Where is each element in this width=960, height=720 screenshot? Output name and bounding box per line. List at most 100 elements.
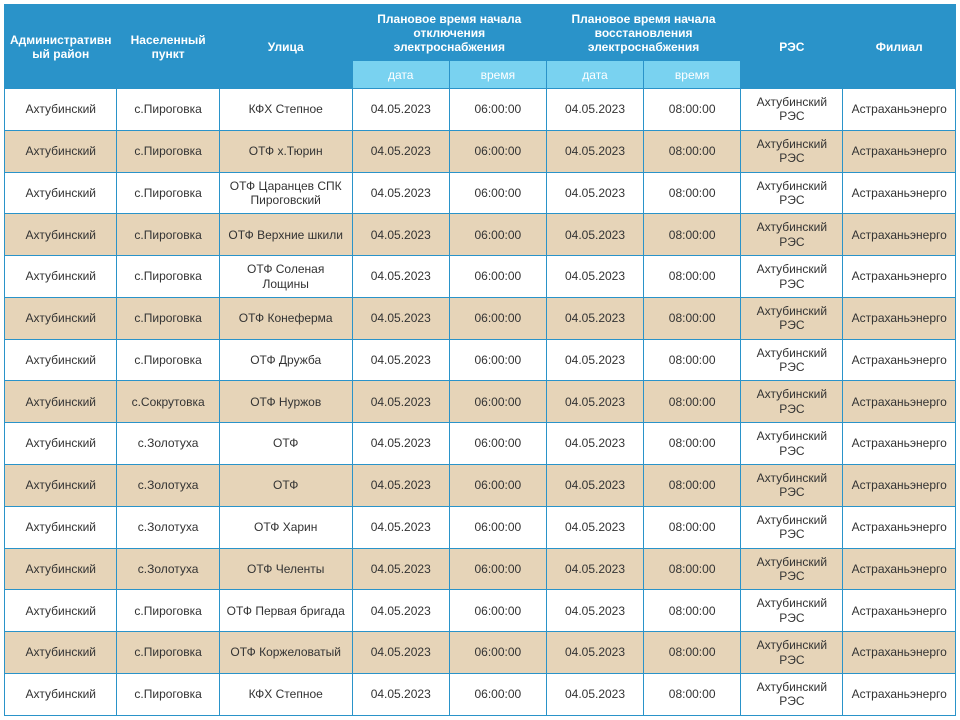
cell-start-date: 04.05.2023 bbox=[352, 673, 449, 715]
col-res: РЭС bbox=[741, 5, 843, 89]
col-branch: Филиал bbox=[843, 5, 956, 89]
cell-branch: Астраханьэнерго bbox=[843, 632, 956, 674]
cell-start-date: 04.05.2023 bbox=[352, 590, 449, 632]
cell-street: ОТФ Коржеловатый bbox=[219, 632, 352, 674]
cell-street: ОТФ Первая бригада bbox=[219, 590, 352, 632]
col-outage-restore: Плановое время начала восстановления эле… bbox=[546, 5, 740, 61]
cell-end-time: 08:00:00 bbox=[644, 339, 741, 381]
cell-district: Ахтубинский bbox=[5, 89, 117, 131]
cell-street: ОТФ bbox=[219, 423, 352, 465]
cell-res: Ахтубинский РЭС bbox=[741, 548, 843, 590]
cell-end-time: 08:00:00 bbox=[644, 130, 741, 172]
cell-start-time: 06:00:00 bbox=[449, 548, 546, 590]
cell-street: ОТФ Конеферма bbox=[219, 297, 352, 339]
outage-schedule-table: Административный район Населенный пункт … bbox=[4, 4, 956, 716]
cell-district: Ахтубинский bbox=[5, 339, 117, 381]
cell-end-date: 04.05.2023 bbox=[546, 465, 643, 507]
cell-district: Ахтубинский bbox=[5, 423, 117, 465]
col-start-date: дата bbox=[352, 61, 449, 89]
cell-branch: Астраханьэнерго bbox=[843, 130, 956, 172]
cell-district: Ахтубинский bbox=[5, 673, 117, 715]
cell-res: Ахтубинский РЭС bbox=[741, 214, 843, 256]
col-settlement: Населенный пункт bbox=[117, 5, 219, 89]
cell-end-date: 04.05.2023 bbox=[546, 590, 643, 632]
cell-branch: Астраханьэнерго bbox=[843, 297, 956, 339]
cell-branch: Астраханьэнерго bbox=[843, 256, 956, 298]
table-row: Ахтубинскийс.ПироговкаОТФ Дружба04.05.20… bbox=[5, 339, 956, 381]
cell-street: КФХ Степное bbox=[219, 673, 352, 715]
cell-start-date: 04.05.2023 bbox=[352, 381, 449, 423]
table-row: Ахтубинскийс.ПироговкаКФХ Степное04.05.2… bbox=[5, 89, 956, 131]
cell-settlement: с.Золотуха bbox=[117, 548, 219, 590]
cell-start-date: 04.05.2023 bbox=[352, 256, 449, 298]
cell-end-date: 04.05.2023 bbox=[546, 506, 643, 548]
cell-start-date: 04.05.2023 bbox=[352, 214, 449, 256]
cell-res: Ахтубинский РЭС bbox=[741, 172, 843, 214]
cell-settlement: с.Пироговка bbox=[117, 214, 219, 256]
cell-end-date: 04.05.2023 bbox=[546, 130, 643, 172]
cell-district: Ахтубинский bbox=[5, 214, 117, 256]
table-row: Ахтубинскийс.ПироговкаОТФ Первая бригада… bbox=[5, 590, 956, 632]
cell-end-time: 08:00:00 bbox=[644, 506, 741, 548]
cell-street: ОТФ х.Тюрин bbox=[219, 130, 352, 172]
cell-res: Ахтубинский РЭС bbox=[741, 130, 843, 172]
cell-branch: Астраханьэнерго bbox=[843, 548, 956, 590]
cell-start-time: 06:00:00 bbox=[449, 214, 546, 256]
cell-branch: Астраханьэнерго bbox=[843, 673, 956, 715]
table-row: Ахтубинскийс.ЗолотухаОТФ04.05.202306:00:… bbox=[5, 423, 956, 465]
cell-district: Ахтубинский bbox=[5, 130, 117, 172]
cell-start-time: 06:00:00 bbox=[449, 381, 546, 423]
cell-settlement: с.Пироговка bbox=[117, 339, 219, 381]
cell-end-time: 08:00:00 bbox=[644, 172, 741, 214]
cell-start-date: 04.05.2023 bbox=[352, 423, 449, 465]
cell-start-time: 06:00:00 bbox=[449, 506, 546, 548]
table-row: Ахтубинскийс.ПироговкаОТФ Верхние шкили0… bbox=[5, 214, 956, 256]
cell-street: ОТФ Челенты bbox=[219, 548, 352, 590]
cell-branch: Астраханьэнерго bbox=[843, 506, 956, 548]
cell-start-time: 06:00:00 bbox=[449, 465, 546, 507]
cell-district: Ахтубинский bbox=[5, 465, 117, 507]
cell-street: ОТФ Соленая Лощины bbox=[219, 256, 352, 298]
cell-start-date: 04.05.2023 bbox=[352, 548, 449, 590]
cell-district: Ахтубинский bbox=[5, 590, 117, 632]
cell-end-time: 08:00:00 bbox=[644, 590, 741, 632]
cell-end-time: 08:00:00 bbox=[644, 89, 741, 131]
cell-branch: Астраханьэнерго bbox=[843, 172, 956, 214]
cell-start-date: 04.05.2023 bbox=[352, 89, 449, 131]
table-row: Ахтубинскийс.ЗолотухаОТФ04.05.202306:00:… bbox=[5, 465, 956, 507]
cell-settlement: с.Золотуха bbox=[117, 506, 219, 548]
cell-end-time: 08:00:00 bbox=[644, 673, 741, 715]
cell-street: ОТФ Харин bbox=[219, 506, 352, 548]
cell-start-time: 06:00:00 bbox=[449, 632, 546, 674]
cell-end-time: 08:00:00 bbox=[644, 214, 741, 256]
col-end-date: дата bbox=[546, 61, 643, 89]
cell-branch: Астраханьэнерго bbox=[843, 89, 956, 131]
cell-district: Ахтубинский bbox=[5, 381, 117, 423]
cell-res: Ахтубинский РЭС bbox=[741, 673, 843, 715]
cell-start-time: 06:00:00 bbox=[449, 673, 546, 715]
cell-start-date: 04.05.2023 bbox=[352, 172, 449, 214]
table-row: Ахтубинскийс.СокрутовкаОТФ Нуржов04.05.2… bbox=[5, 381, 956, 423]
cell-street: КФХ Степное bbox=[219, 89, 352, 131]
cell-end-date: 04.05.2023 bbox=[546, 339, 643, 381]
cell-res: Ахтубинский РЭС bbox=[741, 89, 843, 131]
cell-settlement: с.Пироговка bbox=[117, 297, 219, 339]
cell-street: ОТФ Нуржов bbox=[219, 381, 352, 423]
cell-start-time: 06:00:00 bbox=[449, 89, 546, 131]
cell-street: ОТФ Царанцев СПК Пироговский bbox=[219, 172, 352, 214]
cell-branch: Астраханьэнерго bbox=[843, 590, 956, 632]
cell-res: Ахтубинский РЭС bbox=[741, 590, 843, 632]
cell-end-date: 04.05.2023 bbox=[546, 172, 643, 214]
cell-district: Ахтубинский bbox=[5, 256, 117, 298]
col-start-time: время bbox=[449, 61, 546, 89]
cell-district: Ахтубинский bbox=[5, 506, 117, 548]
cell-start-date: 04.05.2023 bbox=[352, 130, 449, 172]
cell-branch: Астраханьэнерго bbox=[843, 214, 956, 256]
cell-end-time: 08:00:00 bbox=[644, 423, 741, 465]
cell-res: Ахтубинский РЭС bbox=[741, 506, 843, 548]
cell-end-time: 08:00:00 bbox=[644, 632, 741, 674]
cell-branch: Астраханьэнерго bbox=[843, 423, 956, 465]
cell-end-date: 04.05.2023 bbox=[546, 381, 643, 423]
cell-end-time: 08:00:00 bbox=[644, 465, 741, 507]
cell-end-time: 08:00:00 bbox=[644, 297, 741, 339]
